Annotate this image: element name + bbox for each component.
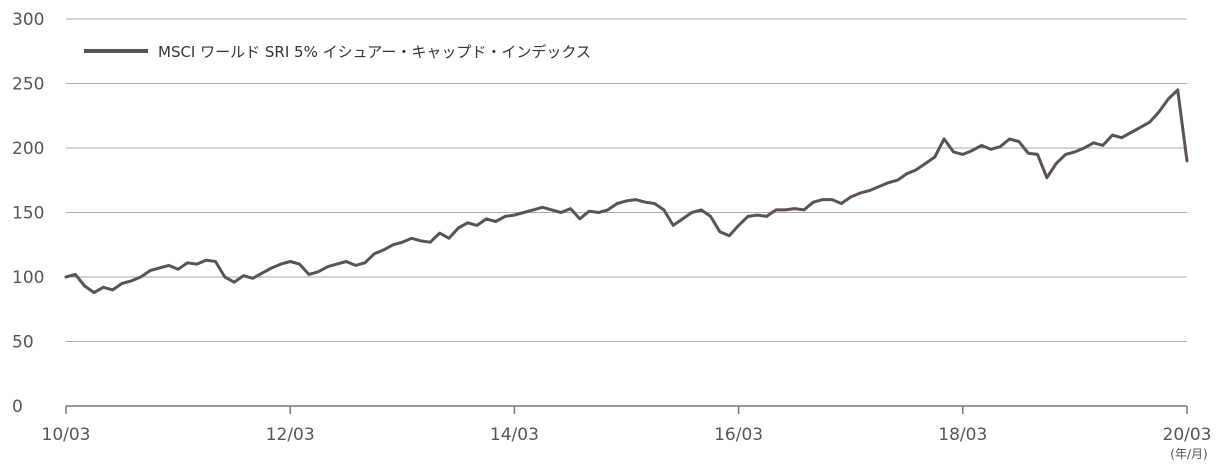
- y-tick-label-150: 150: [12, 204, 44, 224]
- x-tick-label-10-03: 10/03: [42, 425, 91, 445]
- y-axis-ticks: 0 50 100 150 200 250 300: [12, 10, 44, 417]
- y-tick-label-50: 50: [12, 333, 34, 353]
- x-tick-label-12-03: 12/03: [266, 425, 315, 445]
- x-tick-label-20-03: 20/03: [1163, 425, 1212, 445]
- y-tick-label-200: 200: [12, 139, 44, 159]
- x-axis: 10/03 12/03 14/03 16/03 18/03 20/03: [42, 405, 1212, 445]
- gridlines: [66, 18, 1187, 342]
- x-tick-label-14-03: 14/03: [490, 425, 539, 445]
- y-tick-label-250: 250: [12, 75, 44, 95]
- y-tick-label-0: 0: [12, 397, 23, 417]
- x-tick-label-18-03: 18/03: [938, 425, 987, 445]
- x-tick-label-16-03: 16/03: [714, 425, 763, 445]
- series-line-0: [64, 88, 1189, 294]
- series-lines: [64, 88, 1189, 294]
- legend: MSCI ワールド SRI 5% イシュアー・キャップド・インデックス: [84, 43, 591, 61]
- y-tick-label-100: 100: [12, 268, 44, 288]
- legend-label: MSCI ワールド SRI 5% イシュアー・キャップド・インデックス: [158, 43, 591, 61]
- y-tick-label-300: 300: [12, 10, 44, 30]
- x-axis-unit-label: (年/月): [1170, 447, 1207, 461]
